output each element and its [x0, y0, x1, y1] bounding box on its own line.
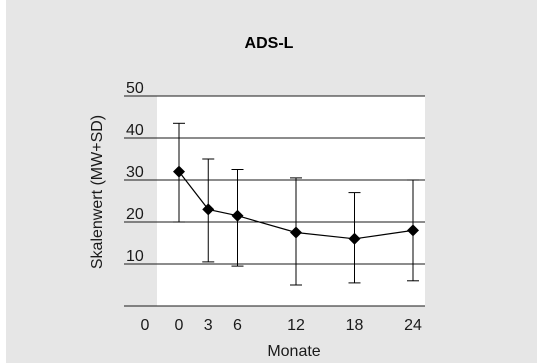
plot-background	[124, 96, 425, 306]
chart-figure: ADS-L 10 20 30 40 50 0 0 3 6 12 18 24 Skalenwert (…	[6, 0, 537, 363]
x-axis-title: Monate	[267, 343, 320, 360]
baseline-band	[124, 96, 157, 306]
data-point-marker	[202, 203, 215, 216]
y-tick-labels: 10 20 30 40 50	[126, 80, 144, 265]
x-tick-label: 18	[346, 317, 364, 334]
x-tick-label: 24	[404, 317, 422, 334]
y-axis-title: Skalenwert (MW+SD)	[89, 115, 106, 269]
data-series	[173, 122, 419, 286]
y-tick-label: 20	[126, 206, 144, 223]
plot-area	[124, 96, 425, 306]
data-point-marker	[407, 224, 419, 237]
data-point-marker	[290, 226, 302, 239]
series-line	[178, 171, 414, 240]
y-tick-label: 50	[126, 80, 144, 97]
chart-title: ADS-L	[245, 35, 294, 52]
chart-svg: ADS-L 10 20 30 40 50 0 0 3 6 12 18 24 Skalenwert (…	[89, 35, 425, 360]
x-tick-labels: 0 0 3 6 12 18 24	[141, 317, 422, 334]
x-tick-label: 6	[233, 317, 242, 334]
data-point-marker	[173, 165, 185, 178]
x-tick-label: 0	[175, 317, 184, 334]
data-point-marker	[231, 209, 244, 222]
y-tick-label: 10	[126, 248, 144, 265]
y-tick-label: 40	[126, 122, 144, 139]
data-point-marker	[348, 232, 361, 245]
y-tick-label: 30	[126, 164, 144, 181]
x-tick-label: 0	[141, 317, 150, 334]
x-tick-label: 12	[287, 317, 305, 334]
x-tick-label: 3	[204, 317, 213, 334]
